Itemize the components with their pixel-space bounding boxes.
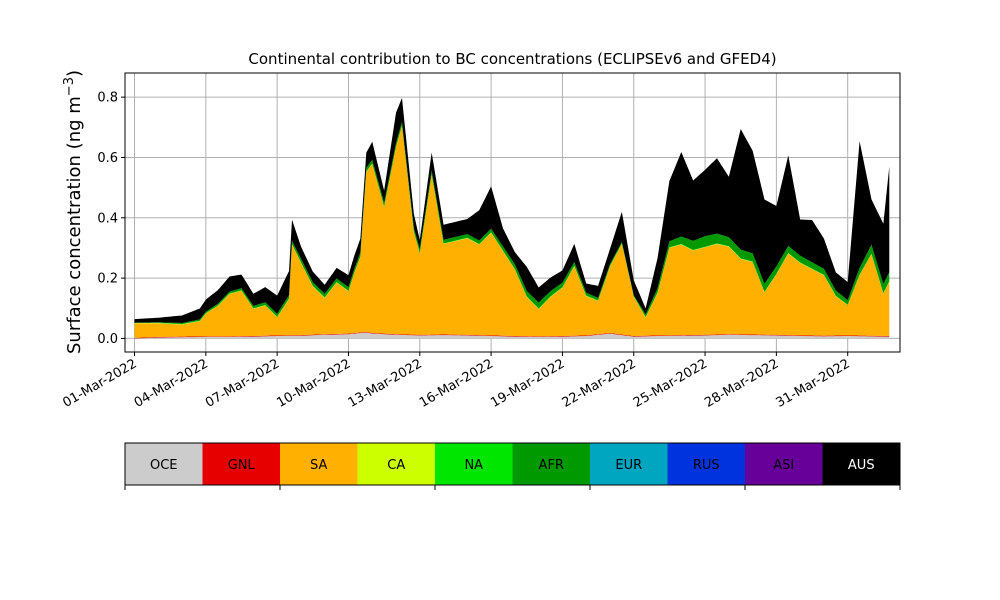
y-tick-label: 0.8 [97, 91, 118, 106]
y-tick-label: 0.4 [97, 211, 118, 226]
plot-area: 0.0 0.2 0.4 0.6 0.8 01-Mar-202204-Mar-202207… [60, 72, 901, 411]
legend-swatch-na [435, 443, 513, 485]
stacked-areas [134, 97, 890, 339]
x-tick-label: 16-Mar-2022 [417, 356, 496, 410]
area-sa [134, 126, 890, 338]
x-tick-label: 25-Mar-2022 [631, 356, 710, 410]
legend-swatch-eur [590, 443, 668, 485]
x-tick-label: 04-Mar-2022 [132, 356, 211, 410]
legend-label-asi: ASI [773, 458, 794, 473]
chart-title: Continental contribution to BC concentra… [248, 50, 776, 68]
legend-label-eur: EUR [615, 458, 642, 473]
legend-label-aus: AUS [848, 458, 875, 473]
legend-label-ca: CA [387, 458, 405, 473]
legend-swatch-gnl [202, 443, 281, 485]
legend-label-na: NA [464, 458, 483, 473]
x-tick-label: 31-Mar-2022 [774, 356, 853, 410]
x-tick-label: 13-Mar-2022 [346, 356, 425, 410]
y-axis-label: Surface concentration (ng m−3) [62, 70, 85, 354]
legend-swatch-sa [280, 443, 358, 485]
x-tick-label: 01-Mar-2022 [60, 356, 139, 410]
area-aus [134, 97, 890, 323]
legend-swatch-afr [512, 443, 591, 485]
legend-label-sa: SA [310, 458, 327, 473]
legend-label-oce: OCE [150, 458, 178, 473]
legend-frame [124, 442, 901, 486]
legend-swatch-asi [745, 443, 823, 485]
legend-swatch-rus [667, 443, 746, 485]
y-tick-label: 0.0 [97, 332, 118, 347]
y-tick-label: 0.2 [97, 272, 118, 287]
legend-label-rus: RUS [693, 458, 720, 473]
y-axis-ticks: 0.0 0.2 0.4 0.6 0.8 [97, 91, 125, 347]
legend-swatch-oce [125, 443, 203, 485]
x-tick-label: 28-Mar-2022 [702, 356, 781, 410]
y-tick-label: 0.6 [97, 151, 118, 166]
region-colorbar-legend: OCE GNL SA CA NA AFR EUR RUS ASI AUS [124, 442, 901, 490]
x-axis-ticks: 01-Mar-202204-Mar-202207-Mar-202210-Mar-… [60, 352, 853, 411]
x-tick-label: 22-Mar-2022 [560, 356, 639, 410]
x-tick-label: 07-Mar-2022 [203, 356, 282, 410]
area-oce [134, 332, 890, 339]
legend-label-afr: AFR [539, 458, 564, 473]
x-tick-label: 10-Mar-2022 [274, 356, 353, 410]
legend-swatch-aus [822, 443, 901, 485]
legend-label-gnl: GNL [228, 458, 256, 473]
plot-frame [124, 72, 901, 353]
x-tick-label: 19-Mar-2022 [488, 356, 567, 410]
legend-swatch-ca [357, 443, 436, 485]
